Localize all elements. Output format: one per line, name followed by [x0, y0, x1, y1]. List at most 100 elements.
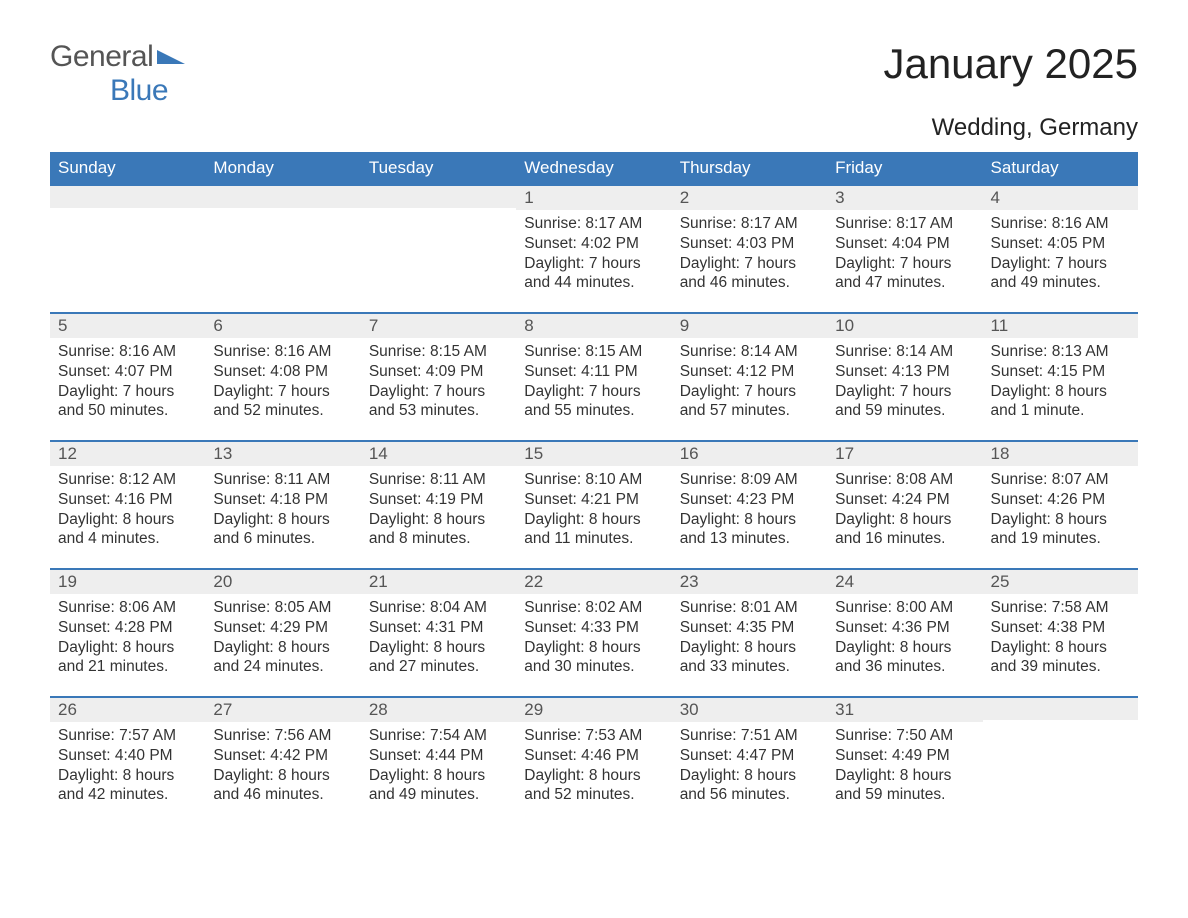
day-number: 11: [983, 314, 1138, 338]
sunrise-line: Sunrise: 8:01 AM: [680, 598, 819, 618]
day-number: 7: [361, 314, 516, 338]
calendar-day-cell: 28Sunrise: 7:54 AMSunset: 4:44 PMDayligh…: [361, 697, 516, 825]
day-number: [205, 186, 360, 208]
day-content: Sunrise: 8:08 AMSunset: 4:24 PMDaylight:…: [827, 466, 982, 559]
daylight-line: Daylight: 8 hours and 49 minutes.: [369, 766, 508, 806]
logo-text-1: General: [50, 40, 153, 73]
daylight-line: Daylight: 7 hours and 52 minutes.: [213, 382, 352, 422]
sunset-line: Sunset: 4:13 PM: [835, 362, 974, 382]
sunset-line: Sunset: 4:09 PM: [369, 362, 508, 382]
sunset-line: Sunset: 4:31 PM: [369, 618, 508, 638]
day-content: Sunrise: 8:10 AMSunset: 4:21 PMDaylight:…: [516, 466, 671, 559]
day-number: 6: [205, 314, 360, 338]
calendar-day-cell: 22Sunrise: 8:02 AMSunset: 4:33 PMDayligh…: [516, 569, 671, 697]
sunset-line: Sunset: 4:15 PM: [991, 362, 1130, 382]
calendar-day-cell: 10Sunrise: 8:14 AMSunset: 4:13 PMDayligh…: [827, 313, 982, 441]
daylight-line: Daylight: 8 hours and 39 minutes.: [991, 638, 1130, 678]
sunrise-line: Sunrise: 8:17 AM: [524, 214, 663, 234]
month-title: January 2025: [883, 40, 1138, 88]
sunset-line: Sunset: 4:23 PM: [680, 490, 819, 510]
sunset-line: Sunset: 4:05 PM: [991, 234, 1130, 254]
calendar-day-cell: 29Sunrise: 7:53 AMSunset: 4:46 PMDayligh…: [516, 697, 671, 825]
weekday-header: Friday: [827, 152, 982, 185]
day-content: Sunrise: 8:01 AMSunset: 4:35 PMDaylight:…: [672, 594, 827, 687]
sunset-line: Sunset: 4:18 PM: [213, 490, 352, 510]
day-content: Sunrise: 7:56 AMSunset: 4:42 PMDaylight:…: [205, 722, 360, 815]
day-number: 31: [827, 698, 982, 722]
day-number: 25: [983, 570, 1138, 594]
sunset-line: Sunset: 4:35 PM: [680, 618, 819, 638]
sunrise-line: Sunrise: 7:56 AM: [213, 726, 352, 746]
day-content: Sunrise: 8:05 AMSunset: 4:29 PMDaylight:…: [205, 594, 360, 687]
day-number: 21: [361, 570, 516, 594]
sunset-line: Sunset: 4:33 PM: [524, 618, 663, 638]
sunset-line: Sunset: 4:26 PM: [991, 490, 1130, 510]
day-number: 1: [516, 186, 671, 210]
calendar-day-cell: 15Sunrise: 8:10 AMSunset: 4:21 PMDayligh…: [516, 441, 671, 569]
daylight-line: Daylight: 8 hours and 1 minute.: [991, 382, 1130, 422]
daylight-line: Daylight: 7 hours and 59 minutes.: [835, 382, 974, 422]
sunrise-line: Sunrise: 8:11 AM: [213, 470, 352, 490]
day-content: Sunrise: 8:15 AMSunset: 4:11 PMDaylight:…: [516, 338, 671, 431]
day-number: 28: [361, 698, 516, 722]
sunrise-line: Sunrise: 8:07 AM: [991, 470, 1130, 490]
calendar-day-cell: 8Sunrise: 8:15 AMSunset: 4:11 PMDaylight…: [516, 313, 671, 441]
day-number: 29: [516, 698, 671, 722]
calendar-day-cell: [205, 185, 360, 313]
day-number: 13: [205, 442, 360, 466]
calendar-day-cell: [361, 185, 516, 313]
calendar-day-cell: 14Sunrise: 8:11 AMSunset: 4:19 PMDayligh…: [361, 441, 516, 569]
sunrise-line: Sunrise: 7:51 AM: [680, 726, 819, 746]
sunrise-line: Sunrise: 8:17 AM: [835, 214, 974, 234]
day-number: 23: [672, 570, 827, 594]
daylight-line: Daylight: 8 hours and 13 minutes.: [680, 510, 819, 550]
daylight-line: Daylight: 8 hours and 16 minutes.: [835, 510, 974, 550]
day-content: Sunrise: 8:17 AMSunset: 4:03 PMDaylight:…: [672, 210, 827, 303]
calendar-day-cell: 25Sunrise: 7:58 AMSunset: 4:38 PMDayligh…: [983, 569, 1138, 697]
calendar-day-cell: 11Sunrise: 8:13 AMSunset: 4:15 PMDayligh…: [983, 313, 1138, 441]
day-content: Sunrise: 7:50 AMSunset: 4:49 PMDaylight:…: [827, 722, 982, 815]
calendar-day-cell: 3Sunrise: 8:17 AMSunset: 4:04 PMDaylight…: [827, 185, 982, 313]
day-content: Sunrise: 8:13 AMSunset: 4:15 PMDaylight:…: [983, 338, 1138, 431]
day-number: 27: [205, 698, 360, 722]
sunset-line: Sunset: 4:42 PM: [213, 746, 352, 766]
sunrise-line: Sunrise: 8:08 AM: [835, 470, 974, 490]
daylight-line: Daylight: 8 hours and 56 minutes.: [680, 766, 819, 806]
sunset-line: Sunset: 4:36 PM: [835, 618, 974, 638]
calendar-day-cell: 20Sunrise: 8:05 AMSunset: 4:29 PMDayligh…: [205, 569, 360, 697]
calendar-day-cell: 30Sunrise: 7:51 AMSunset: 4:47 PMDayligh…: [672, 697, 827, 825]
sunset-line: Sunset: 4:46 PM: [524, 746, 663, 766]
daylight-line: Daylight: 8 hours and 27 minutes.: [369, 638, 508, 678]
day-content: Sunrise: 8:11 AMSunset: 4:19 PMDaylight:…: [361, 466, 516, 559]
sunset-line: Sunset: 4:16 PM: [58, 490, 197, 510]
weekday-header: Thursday: [672, 152, 827, 185]
daylight-line: Daylight: 8 hours and 11 minutes.: [524, 510, 663, 550]
sunrise-line: Sunrise: 8:15 AM: [369, 342, 508, 362]
sunset-line: Sunset: 4:11 PM: [524, 362, 663, 382]
day-content: Sunrise: 8:04 AMSunset: 4:31 PMDaylight:…: [361, 594, 516, 687]
sunrise-line: Sunrise: 8:04 AM: [369, 598, 508, 618]
day-content: Sunrise: 8:09 AMSunset: 4:23 PMDaylight:…: [672, 466, 827, 559]
calendar-day-cell: 5Sunrise: 8:16 AMSunset: 4:07 PMDaylight…: [50, 313, 205, 441]
day-number: [361, 186, 516, 208]
day-number: 2: [672, 186, 827, 210]
daylight-line: Daylight: 7 hours and 46 minutes.: [680, 254, 819, 294]
day-number: 15: [516, 442, 671, 466]
sunset-line: Sunset: 4:28 PM: [58, 618, 197, 638]
calendar-day-cell: 4Sunrise: 8:16 AMSunset: 4:05 PMDaylight…: [983, 185, 1138, 313]
day-content: Sunrise: 8:11 AMSunset: 4:18 PMDaylight:…: [205, 466, 360, 559]
sunset-line: Sunset: 4:49 PM: [835, 746, 974, 766]
calendar-day-cell: 7Sunrise: 8:15 AMSunset: 4:09 PMDaylight…: [361, 313, 516, 441]
calendar-day-cell: 16Sunrise: 8:09 AMSunset: 4:23 PMDayligh…: [672, 441, 827, 569]
daylight-line: Daylight: 8 hours and 4 minutes.: [58, 510, 197, 550]
sunset-line: Sunset: 4:04 PM: [835, 234, 974, 254]
calendar-week-row: 1Sunrise: 8:17 AMSunset: 4:02 PMDaylight…: [50, 185, 1138, 313]
sunset-line: Sunset: 4:19 PM: [369, 490, 508, 510]
calendar-day-cell: 13Sunrise: 8:11 AMSunset: 4:18 PMDayligh…: [205, 441, 360, 569]
day-content: Sunrise: 7:58 AMSunset: 4:38 PMDaylight:…: [983, 594, 1138, 687]
calendar-day-cell: 6Sunrise: 8:16 AMSunset: 4:08 PMDaylight…: [205, 313, 360, 441]
sunrise-line: Sunrise: 8:05 AM: [213, 598, 352, 618]
day-number: 26: [50, 698, 205, 722]
calendar-day-cell: [50, 185, 205, 313]
sunrise-line: Sunrise: 7:53 AM: [524, 726, 663, 746]
